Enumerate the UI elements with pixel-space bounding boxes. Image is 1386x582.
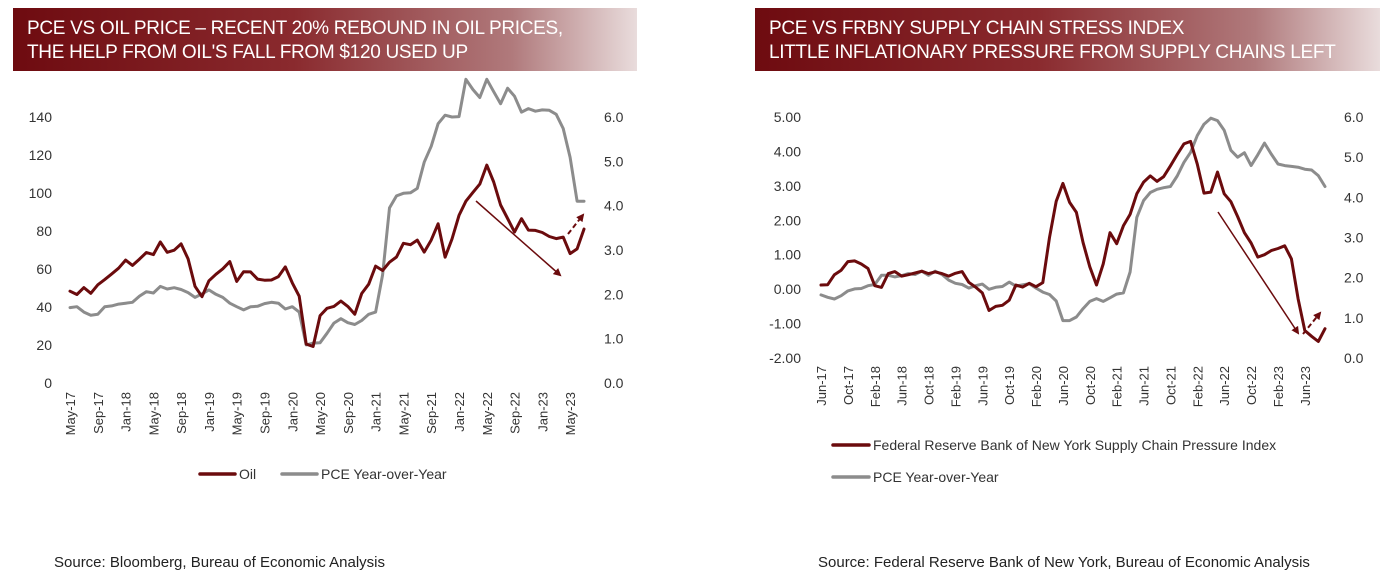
y-left-tick-label: -2.00 xyxy=(769,350,801,366)
y-right-tick-label: 0.0 xyxy=(604,375,624,391)
x-tick-label: Jan-22 xyxy=(452,392,467,432)
left-chart-title-line1: PCE VS OIL PRICE – RECENT 20% REBOUND IN… xyxy=(27,18,563,39)
rebound-arrow xyxy=(1302,311,1322,335)
x-tick-label: Oct-18 xyxy=(922,366,937,405)
x-tick-label: May-21 xyxy=(396,392,411,435)
x-tick-label: Feb-22 xyxy=(1190,366,1205,407)
x-tick-label: Sep-18 xyxy=(174,392,189,434)
right-chart-title-banner: PCE VS FRBNY SUPPLY CHAIN STRESS INDEX L… xyxy=(755,8,1380,71)
x-tick-label: Sep-20 xyxy=(341,392,356,434)
x-tick-label: Sep-22 xyxy=(508,392,523,434)
x-tick-label: Jan-19 xyxy=(202,392,217,432)
left-chart: 0 20 40 60 80 100 120 140 0.0 1.0 2.0 3.0 4.0 5.0 6.0 M… xyxy=(29,77,624,482)
y-right-tick-label: 6.0 xyxy=(604,109,624,125)
pce-series-line xyxy=(68,77,586,347)
x-tick-label: Oct-17 xyxy=(841,366,856,405)
primary-series-line xyxy=(68,163,586,348)
x-tick-label: May-19 xyxy=(230,392,245,435)
y-right-tick-label: 2.0 xyxy=(1344,270,1364,286)
x-tick-label: Oct-19 xyxy=(1002,366,1017,405)
left-source-note: Source: Bloomberg, Bureau of Economic An… xyxy=(54,554,386,571)
y-right-tick-label: 1.0 xyxy=(604,331,624,347)
x-tick-label: Jun-22 xyxy=(1217,366,1232,406)
legend-label: PCE Year-over-Year xyxy=(873,469,999,485)
y-right-tick-label: 1.0 xyxy=(1344,310,1364,326)
left-chart-title-banner: PCE VS OIL PRICE – RECENT 20% REBOUND IN… xyxy=(13,8,637,71)
right-source-note: Source: Federal Reserve Bank of New York… xyxy=(818,554,1310,571)
y-left-tick-label: 0 xyxy=(44,375,52,391)
y-left-tick-label: 3.00 xyxy=(774,178,801,194)
x-tick-label: Oct-21 xyxy=(1163,366,1178,405)
y-right-tick-label: 6.0 xyxy=(1344,109,1364,125)
y-left-tick-label: 5.00 xyxy=(774,109,801,125)
rebound-arrow xyxy=(567,213,585,235)
primary-series-line xyxy=(819,139,1327,343)
pce-series-line xyxy=(819,116,1327,323)
legend-label: PCE Year-over-Year xyxy=(321,466,447,482)
x-tick-label: Jun-19 xyxy=(975,366,990,406)
legend-label: Federal Reserve Bank of New York Supply … xyxy=(873,437,1276,453)
x-tick-label: May-22 xyxy=(480,392,495,435)
x-tick-label: Jun-17 xyxy=(814,366,829,406)
y-right-tick-label: 3.0 xyxy=(1344,230,1364,246)
right-chart: -2.00 -1.00 0.00 1.00 2.00 3.00 4.00 5.00 0.0 1.0… xyxy=(769,109,1364,485)
right-chart-title-line1: PCE VS FRBNY SUPPLY CHAIN STRESS INDEX xyxy=(769,18,1185,39)
trend-arrow xyxy=(475,200,562,277)
y-left-tick-label: 120 xyxy=(29,147,53,163)
y-right-tick-label: 5.0 xyxy=(604,153,624,169)
x-tick-label: Feb-20 xyxy=(1029,366,1044,407)
y-left-tick-label: 60 xyxy=(36,261,52,277)
x-tick-label: Jun-21 xyxy=(1137,366,1152,406)
x-tick-label: Feb-19 xyxy=(948,366,963,407)
x-tick-label: Feb-23 xyxy=(1271,366,1286,407)
y-right-tick-label: 3.0 xyxy=(604,242,624,258)
x-tick-label: Jun-23 xyxy=(1298,366,1313,406)
x-tick-label: Oct-20 xyxy=(1083,366,1098,405)
y-left-tick-label: 100 xyxy=(29,185,53,201)
right-chart-title-line2: LITTLE INFLATIONARY PRESSURE FROM SUPPLY… xyxy=(769,42,1336,63)
x-tick-label: May-23 xyxy=(563,392,578,435)
x-tick-label: Feb-21 xyxy=(1110,366,1125,407)
y-right-tick-label: 5.0 xyxy=(1344,149,1364,165)
left-chart-title-line2: THE HELP FROM OIL'S FALL FROM $120 USED … xyxy=(27,42,468,63)
x-tick-label: Feb-18 xyxy=(868,366,883,407)
x-tick-label: Sep-17 xyxy=(91,392,106,434)
x-tick-label: May-17 xyxy=(63,392,78,435)
y-left-tick-label: 1.00 xyxy=(774,247,801,263)
x-tick-label: Jun-20 xyxy=(1056,366,1071,406)
x-tick-label: Jan-21 xyxy=(369,392,384,432)
y-left-tick-label: 4.00 xyxy=(774,143,801,159)
legend-label: Oil xyxy=(239,466,256,482)
y-left-tick-label: 140 xyxy=(29,109,53,125)
trend-arrow xyxy=(1217,211,1300,335)
y-left-tick-label: 0.00 xyxy=(774,281,801,297)
y-right-tick-label: 4.0 xyxy=(604,198,624,214)
y-left-tick-label: 80 xyxy=(36,223,52,239)
y-right-tick-label: 0.0 xyxy=(1344,350,1364,366)
x-tick-label: Jan-23 xyxy=(535,392,550,432)
x-tick-label: May-18 xyxy=(146,392,161,435)
y-left-tick-label: 40 xyxy=(36,299,52,315)
x-tick-label: May-20 xyxy=(313,392,328,435)
y-right-tick-label: 2.0 xyxy=(604,286,624,302)
x-tick-label: Jan-20 xyxy=(285,392,300,432)
x-tick-label: Sep-19 xyxy=(257,392,272,434)
y-left-tick-label: 20 xyxy=(36,337,52,353)
x-tick-label: Oct-22 xyxy=(1244,366,1259,405)
y-right-tick-label: 4.0 xyxy=(1344,189,1364,205)
y-left-tick-label: -1.00 xyxy=(769,316,801,332)
x-tick-label: Jun-18 xyxy=(895,366,910,406)
x-tick-label: Jan-18 xyxy=(119,392,134,432)
y-left-tick-label: 2.00 xyxy=(774,212,801,228)
x-tick-label: Sep-21 xyxy=(424,392,439,434)
